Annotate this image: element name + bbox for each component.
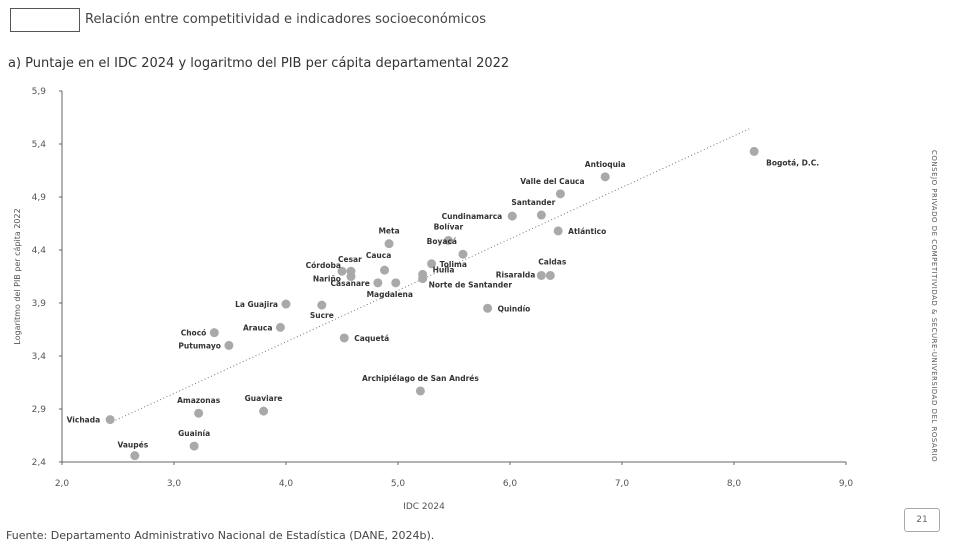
data-point [391, 278, 401, 288]
data-label: Meta [378, 227, 399, 236]
data-label: Archipiélago de San Andrés [362, 374, 479, 383]
chart-subtitle: a) Puntaje en el IDC 2024 y logaritmo de… [8, 56, 510, 71]
x-tick-label: 6,0 [503, 479, 518, 489]
data-label: Nariño [313, 275, 341, 284]
data-label: Casanare [331, 279, 370, 288]
data-label: Boyacá [427, 237, 457, 246]
data-point [483, 303, 493, 313]
data-label: Huila [433, 265, 455, 274]
data-point [384, 239, 394, 249]
data-label: Amazonas [177, 396, 221, 405]
x-tick-label: 9,0 [839, 479, 854, 489]
data-label: Atlántico [568, 227, 606, 236]
y-tick-label: 2,4 [32, 458, 47, 468]
y-tick-label: 3,4 [32, 352, 47, 362]
x-tick-label: 7,0 [615, 479, 630, 489]
data-label: Córdoba [306, 261, 341, 270]
data-point [749, 146, 759, 156]
data-label: Tolima [440, 260, 467, 269]
data-label: Guaviare [245, 394, 283, 403]
data-label: Bogotá, D.C. [766, 158, 819, 167]
y-tick-label: 5,4 [32, 140, 47, 150]
y-tick-label: 4,4 [32, 246, 47, 256]
data-point [189, 441, 199, 451]
data-label: Guainía [178, 429, 210, 438]
data-label: Risaralda [496, 270, 536, 279]
data-point [337, 266, 347, 276]
data-label: Valle del Cauca [520, 177, 584, 186]
header-box [10, 8, 80, 32]
data-label: Vaupés [117, 441, 148, 450]
data-label: Arauca [243, 323, 272, 332]
y-axis-label: Logaritmo del PIB per cápita 2022 [13, 208, 22, 344]
data-point [536, 210, 546, 220]
data-label: Bolívar [434, 222, 464, 231]
data-label: Caquetá [354, 334, 389, 343]
x-axis-label: IDC 2024 [403, 502, 445, 512]
scatter-chart: 2,0 3,0 4,0 5,0 6,0 7,0 8,0 9,0 2,4 2,9 3,4 3,9 4,4 4… [13, 87, 854, 512]
data-point [275, 322, 285, 332]
data-label: La Guajira [235, 300, 278, 309]
data-point [555, 189, 565, 199]
data-point [281, 299, 291, 309]
data-point [224, 340, 234, 350]
data-point [209, 328, 219, 338]
data-point [317, 300, 327, 310]
data-point [418, 274, 428, 284]
data-label: Caldas [538, 257, 567, 266]
x-tick-label: 4,0 [279, 479, 294, 489]
data-label: Antioquia [585, 160, 626, 169]
page-number: 21 [904, 508, 940, 532]
x-tick-label: 5,0 [391, 479, 406, 489]
data-point [415, 386, 425, 396]
data-label: Vichada [67, 416, 101, 425]
data-label: Sucre [310, 311, 334, 320]
data-point [443, 235, 453, 245]
data-point [130, 451, 140, 461]
data-label: Cauca [366, 251, 391, 260]
data-point [545, 270, 555, 280]
data-point [194, 408, 204, 418]
data-label: Magdalena [367, 290, 413, 299]
data-label: Santander [511, 198, 555, 207]
data-point [346, 272, 356, 281]
data-point [507, 211, 517, 221]
y-tick-label: 5,9 [32, 87, 47, 97]
data-point [458, 249, 468, 259]
source-note: Fuente: Departamento Administrativo Naci… [6, 529, 435, 542]
data-point [553, 226, 563, 236]
data-point [380, 265, 390, 275]
data-point [373, 278, 383, 288]
y-tick-label: 2,9 [32, 405, 47, 415]
x-tick-label: 2,0 [55, 479, 70, 489]
y-tick-label: 4,9 [32, 193, 47, 203]
data-point [600, 172, 610, 182]
data-label: Norte de Santander [429, 281, 513, 290]
data-label: Cesar [338, 255, 362, 264]
data-label: Chocó [181, 329, 207, 338]
side-vertical-text: CONSEJO PRIVADO DE COMPETITIVIDAD & SECU… [930, 150, 938, 463]
data-label: Quindío [498, 304, 531, 313]
y-tick-label: 3,9 [32, 299, 47, 309]
data-point [427, 259, 437, 269]
header-title: Relación entre competitividad e indicado… [85, 12, 486, 27]
data-point [536, 270, 546, 280]
data-label: Putumayo [178, 341, 220, 350]
data-point [339, 333, 349, 343]
x-tick-label: 8,0 [727, 479, 742, 489]
data-label: Cundinamarca [442, 212, 503, 221]
data-point [259, 406, 269, 416]
data-point [105, 415, 115, 425]
x-tick-label: 3,0 [167, 479, 182, 489]
